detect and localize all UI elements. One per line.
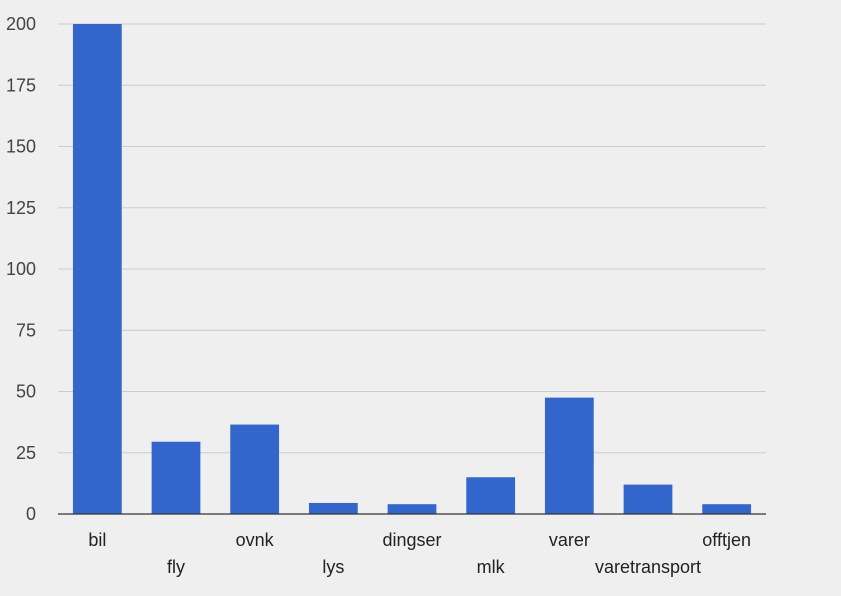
y-tick-label: 150 bbox=[6, 137, 36, 157]
y-tick-label: 75 bbox=[16, 320, 36, 340]
bar-dingser[interactable] bbox=[387, 504, 437, 514]
x-category-label-fly: fly bbox=[167, 557, 185, 577]
x-category-label-varetransport: varetransport bbox=[595, 557, 701, 577]
y-axis-tick-labels: 0 25 50 75 100 125 150 175 200 bbox=[6, 14, 36, 524]
gridlines bbox=[58, 23, 766, 454]
bar-mlk[interactable] bbox=[466, 477, 516, 514]
y-tick-label: 50 bbox=[16, 382, 36, 402]
x-category-label-offtjen: offtjen bbox=[702, 530, 751, 550]
x-category-label-varer: varer bbox=[549, 530, 590, 550]
x-category-label-bil: bil bbox=[88, 530, 106, 550]
x-category-label-mlk: mlk bbox=[477, 557, 506, 577]
y-tick-label: 100 bbox=[6, 259, 36, 279]
x-category-label-lys: lys bbox=[322, 557, 344, 577]
y-tick-label: 175 bbox=[6, 75, 36, 95]
bar-varetransport[interactable] bbox=[623, 484, 673, 514]
bar-bil[interactable] bbox=[72, 24, 122, 514]
x-category-label-dingser: dingser bbox=[382, 530, 441, 550]
bars bbox=[72, 24, 752, 514]
y-tick-label: 25 bbox=[16, 443, 36, 463]
x-category-label-ovnk: ovnk bbox=[236, 530, 275, 550]
bar-varer[interactable] bbox=[544, 397, 594, 514]
y-tick-label: 125 bbox=[6, 198, 36, 218]
x-axis-category-labels: bil fly ovnk lys dingser mlk varervaretranspor… bbox=[88, 530, 751, 577]
bar-lys[interactable] bbox=[308, 502, 358, 514]
bar-fly[interactable] bbox=[151, 441, 201, 514]
bar-ovnk[interactable] bbox=[230, 424, 280, 514]
y-tick-label: 0 bbox=[26, 504, 36, 524]
bar-offtjen[interactable] bbox=[702, 504, 752, 514]
y-tick-label: 200 bbox=[6, 14, 36, 34]
